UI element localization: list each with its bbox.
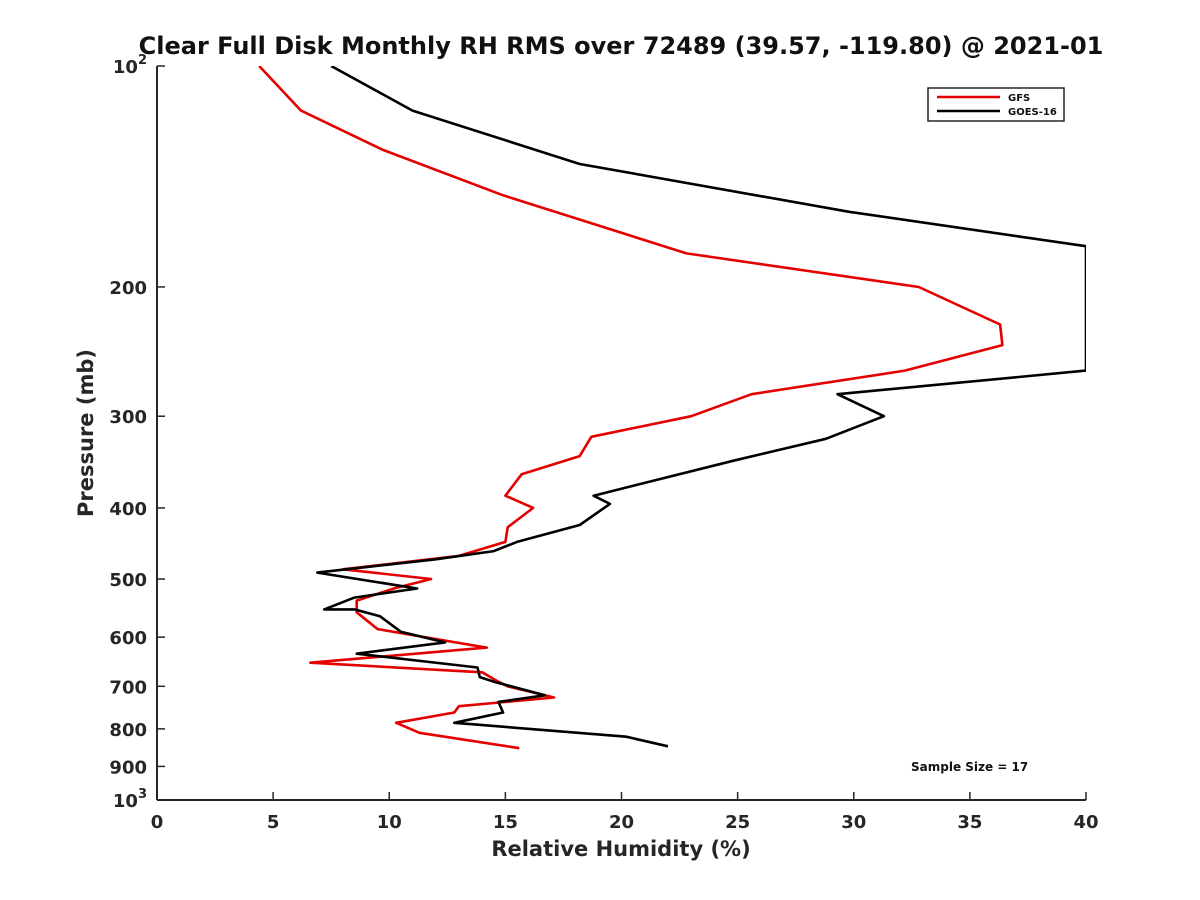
x-tick-label: 5 — [267, 812, 280, 833]
legend: GFS GOES-16 — [927, 87, 1065, 122]
x-tick-label: 10 — [377, 812, 402, 833]
plot-area: 0 5 10 15 20 25 30 35 40102200300400500600700800… — [109, 53, 1098, 833]
x-tick-label: 35 — [957, 812, 982, 833]
y-tick-label-exponent: 3 — [138, 787, 147, 802]
x-axis-label: Relative Humidity (%) — [491, 837, 750, 861]
x-tick-label: 15 — [493, 812, 518, 833]
x-tick-label: 30 — [841, 812, 866, 833]
y-tick-label: 300 — [109, 407, 147, 428]
x-tick-label: 25 — [725, 812, 750, 833]
legend-label-goes-16: GOES-16 — [1008, 107, 1057, 118]
y-tick-label: 500 — [109, 570, 147, 591]
y-axis-label: Pressure (mb) — [74, 349, 98, 517]
y-tick-label: 800 — [109, 720, 147, 741]
y-tick-label: 200 — [109, 278, 147, 299]
y-tick-label: 400 — [109, 499, 147, 520]
legend-box — [927, 87, 1065, 122]
sample-size-annotation: Sample Size = 17 — [911, 760, 1028, 774]
y-tick-label: 900 — [109, 757, 147, 778]
series-line-goes-16 — [315, 66, 1086, 748]
x-tick-label: 0 — [151, 812, 164, 833]
legend-label-gfs: GFS — [1008, 93, 1030, 104]
y-tick-label-exponent: 2 — [138, 53, 147, 68]
chart-title: Clear Full Disk Monthly RH RMS over 7248… — [139, 32, 1104, 60]
y-tick-label: 700 — [109, 677, 147, 698]
x-tick-label: 40 — [1073, 812, 1098, 833]
y-tick-label: 600 — [109, 628, 147, 649]
x-tick-label: 20 — [609, 812, 634, 833]
